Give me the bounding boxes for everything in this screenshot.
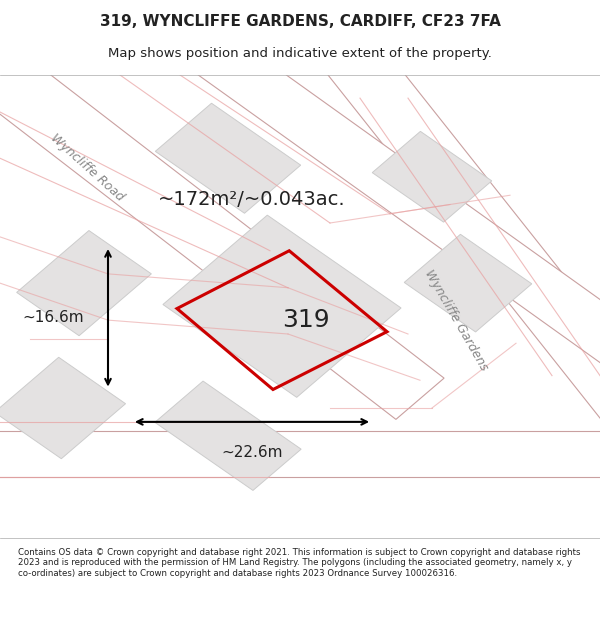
Polygon shape (155, 381, 301, 491)
Text: Wyncliffe Road: Wyncliffe Road (48, 131, 126, 204)
Text: 319: 319 (282, 308, 329, 332)
Text: Wyncliffe Gardens: Wyncliffe Gardens (422, 268, 490, 373)
Polygon shape (17, 231, 151, 336)
Text: ~16.6m: ~16.6m (22, 310, 84, 325)
Text: ~22.6m: ~22.6m (221, 445, 283, 460)
Polygon shape (155, 103, 301, 213)
Polygon shape (0, 8, 444, 419)
Polygon shape (372, 131, 492, 222)
Polygon shape (404, 234, 532, 332)
Polygon shape (163, 215, 401, 398)
Text: 319, WYNCLIFFE GARDENS, CARDIFF, CF23 7FA: 319, WYNCLIFFE GARDENS, CARDIFF, CF23 7F… (100, 14, 500, 29)
Polygon shape (189, 36, 600, 369)
Polygon shape (0, 357, 125, 459)
Text: Map shows position and indicative extent of the property.: Map shows position and indicative extent… (108, 48, 492, 61)
Text: Contains OS data © Crown copyright and database right 2021. This information is : Contains OS data © Crown copyright and d… (18, 548, 581, 578)
Polygon shape (0, 431, 600, 478)
Text: ~172m²/~0.043ac.: ~172m²/~0.043ac. (158, 191, 346, 209)
Polygon shape (301, 16, 600, 458)
